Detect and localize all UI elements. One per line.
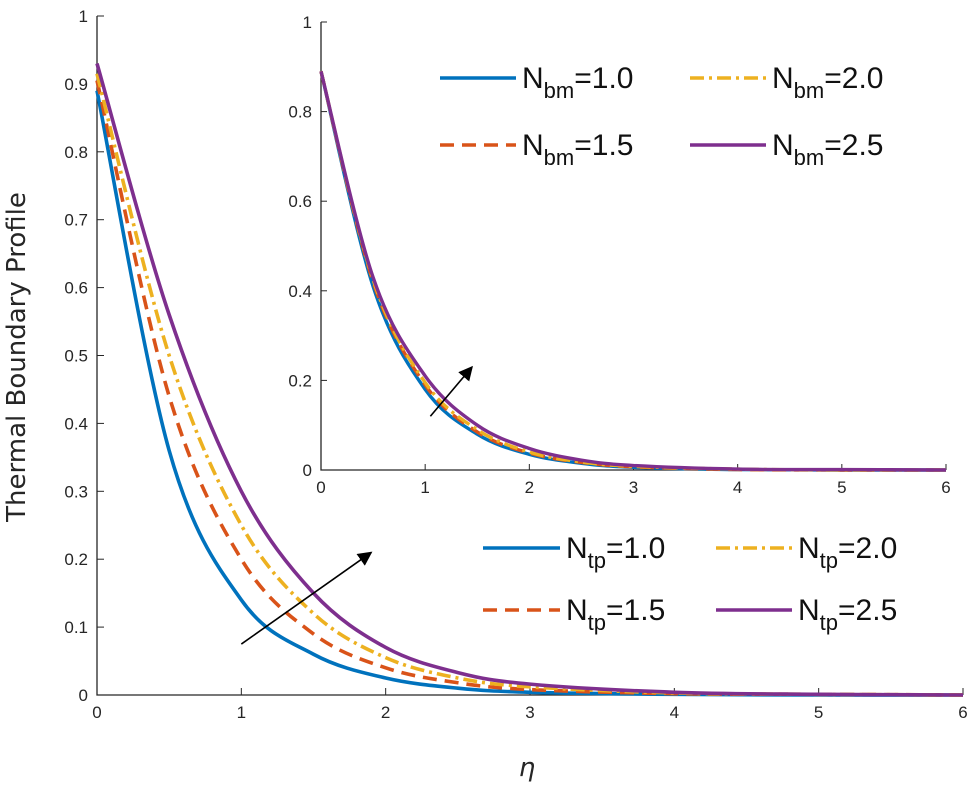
legend-label-ntp-1-5: Ntp=1.5 [566,594,665,635]
inset-x-tick-label: 1 [420,478,429,497]
inset-y-tick-label: 0.4 [288,282,312,301]
inset-x-tick-label: 5 [837,478,846,497]
inset-x-tick-label: 2 [525,478,534,497]
legend-label-nbm-2-0: Nbm=2.0 [772,62,883,103]
main-y-tick-label: 0.1 [64,618,88,637]
inset-y-tick-label: 0.2 [288,371,312,390]
inset-plot: 0 1 2 3 4 5 6 0 0.2 0.4 0.6 0.8 1 [288,13,950,497]
legend-label-ntp-1-0: Ntp=1.0 [566,532,665,573]
main-y-tick-label: 0.9 [64,75,88,94]
main-y-axis-label: Thermal Boundary Profile [2,192,32,523]
main-x-tick-label: 0 [92,703,101,722]
inset-y-tick-label: 0.6 [288,192,312,211]
inset-x-tick-label: 6 [941,478,950,497]
inset-x-tick-label: 3 [629,478,638,497]
main-y-tick-label: 0.2 [64,550,88,569]
main-x-tick-label: 6 [958,703,967,722]
main-y-tick-label: 0.4 [64,414,88,433]
inset-x-tick-label: 4 [733,478,742,497]
main-y-tick-label: 1 [79,7,88,26]
legend-label-ntp-2-0: Ntp=2.0 [798,532,897,573]
main-legend: Ntp=1.0 Ntp=2.0 Ntp=1.5 Ntp=2.5 [483,532,897,635]
main-y-tick-label: 0.8 [64,143,88,162]
main-x-tick-label: 2 [381,703,390,722]
main-y-tick-label: 0.7 [64,211,88,230]
inset-background [321,22,946,470]
inset-y-tick-label: 1 [303,13,312,32]
legend-label-nbm-1-5: Nbm=1.5 [522,129,633,170]
inset-y-tick-label: 0 [303,461,312,480]
legend-label-ntp-2-5: Ntp=2.5 [798,594,897,635]
inset-x-tick-label: 0 [316,478,325,497]
main-y-tick-label: 0.5 [64,347,88,366]
main-x-tick-label: 5 [814,703,823,722]
main-trend-arrow [240,551,373,645]
main-plot: Thermal Boundary Profile η 0 1 2 3 4 5 6 0 0.1 0.… [2,7,968,783]
main-x-axis-label: η [519,753,535,783]
inset-series-line-nbm-2-5 [319,70,947,472]
inset-legend: Nbm=1.0 Nbm=2.0 Nbm=1.5 Nbm=2.5 [440,62,883,170]
main-y-tick-label: 0.3 [64,482,88,501]
main-x-tick-label: 4 [670,703,679,722]
inset-y-tick-label: 0.8 [288,103,312,122]
inset-trend-arrow [429,365,473,417]
main-x-tick-label: 1 [237,703,246,722]
main-series-line-ntp-2-5 [95,63,964,697]
main-y-tick-label: 0 [79,686,88,705]
legend-label-nbm-2-5: Nbm=2.5 [772,129,883,170]
main-x-tick-label: 3 [525,703,534,722]
legend-label-nbm-1-0: Nbm=1.0 [522,62,633,103]
main-y-tick-label: 0.6 [64,279,88,298]
